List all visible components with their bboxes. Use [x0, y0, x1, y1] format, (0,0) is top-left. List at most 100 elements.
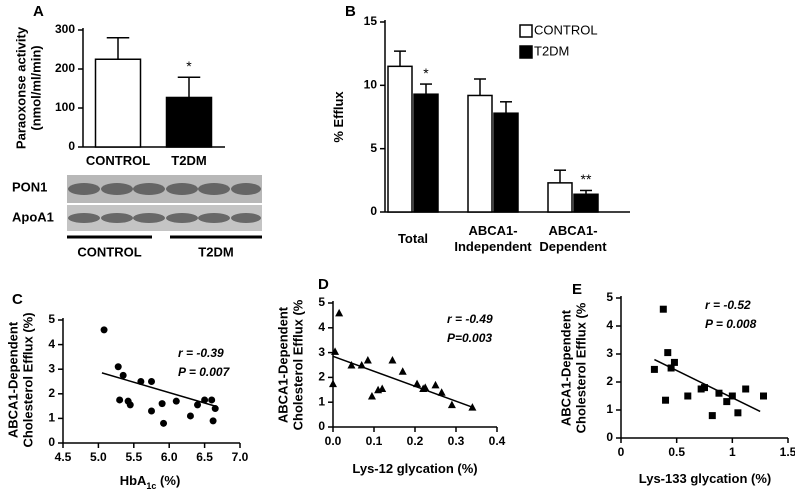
point [664, 349, 672, 357]
point [357, 361, 366, 369]
blot-group-label: T2DM [198, 244, 233, 259]
y-axis-title: ABCA1-DependentCholesterol Efflux (% [559, 302, 589, 433]
x-tick-label: T2DM [171, 153, 206, 168]
y-axis-title: Paraoxonse activity(nmol/ml/min) [14, 26, 44, 149]
x-tick-label: 0.5 [668, 445, 685, 459]
point [116, 396, 124, 404]
point [760, 392, 768, 400]
error-bar [420, 83, 432, 95]
y-tick-label: 3 [318, 345, 325, 359]
blot-band [133, 183, 165, 195]
blot-group-label: CONTROL [77, 244, 141, 259]
point [715, 389, 723, 397]
x-axis-title-part: (%) [156, 473, 180, 488]
stat-label: r = -0.49 [447, 312, 493, 326]
point [742, 385, 750, 393]
y-axis-title: ABCA1-DependentCholesterol Efflux (% [276, 299, 306, 430]
y-tick-label: 5 [370, 141, 377, 155]
point [421, 383, 430, 391]
x-tick-label: 1 [729, 445, 736, 459]
x-tick-label: 0.0 [325, 434, 342, 448]
x-tick-label: 0.4 [489, 434, 506, 448]
y-tick-label: 3 [606, 346, 613, 360]
legend-label: CONTROL [534, 22, 598, 37]
point [413, 379, 422, 388]
point [734, 409, 742, 417]
x-axis-title: HbA1c (%) [120, 473, 181, 491]
x-tick-label: 6.5 [196, 450, 213, 464]
y-tick-label: 0 [68, 139, 75, 153]
blot-band [68, 183, 100, 195]
point [431, 380, 440, 389]
blot-band [133, 213, 165, 223]
x-tick-label: Total [398, 231, 428, 246]
blot-band [101, 213, 133, 223]
error-bar [474, 78, 486, 96]
fit-line [101, 372, 216, 407]
y-tick-label: 300 [55, 22, 75, 36]
x-tick-label: 5.0 [90, 450, 107, 464]
point [468, 403, 477, 411]
x-tick-label: 0.1 [366, 434, 383, 448]
point [158, 400, 166, 408]
x-tick-label: ABCA1-Independent [454, 223, 532, 254]
error-bar [580, 189, 592, 195]
x-tick-label: 0 [618, 445, 625, 459]
point [447, 400, 456, 409]
bar [493, 112, 519, 213]
point [708, 412, 716, 420]
y-tick-label: 2 [318, 370, 325, 384]
y-tick-label: 5 [318, 295, 325, 309]
stat-label: P = 0.008 [705, 317, 757, 331]
point [172, 397, 180, 405]
y-tick-label: 0 [48, 435, 55, 449]
y-tick-label: 5 [48, 312, 55, 326]
y-tick-label: 0 [318, 419, 325, 433]
stat-label: P=0.003 [447, 331, 492, 345]
point [684, 392, 692, 400]
x-axis-title-part: HbA [120, 473, 147, 488]
x-tick-label: ABCA1-Dependent [539, 223, 607, 254]
blot-band [231, 183, 261, 195]
bar [573, 193, 599, 213]
panel-letter: C [12, 291, 23, 308]
blot-band [231, 213, 261, 223]
blot-band [68, 213, 100, 223]
point [100, 326, 108, 334]
annotation: ** [581, 171, 592, 187]
x-tick-label: 4.5 [55, 450, 72, 464]
point [659, 305, 667, 313]
bar [547, 182, 573, 213]
y-tick-label: 10 [364, 78, 378, 92]
point [701, 384, 708, 392]
y-tick-label: 1 [48, 411, 55, 425]
point [347, 361, 356, 369]
bar [94, 58, 142, 148]
x-axis-title: Lys-133 glycation (%) [639, 471, 771, 486]
western-blot [67, 175, 262, 231]
error-bar [554, 169, 566, 183]
point [209, 417, 217, 425]
bar [165, 96, 213, 148]
point [194, 401, 202, 409]
error-bar [500, 101, 512, 114]
y-tick-label: 0 [606, 430, 613, 444]
y-tick-label: 1 [318, 394, 325, 408]
point [160, 419, 168, 427]
legend-swatch [519, 45, 533, 59]
x-tick-label: CONTROL [86, 153, 150, 168]
error-bar [106, 37, 130, 60]
legend-swatch [519, 24, 533, 38]
y-tick-label: 1 [606, 402, 613, 416]
stat-label: r = -0.39 [178, 346, 224, 360]
error-bar [177, 76, 201, 98]
panel-letter: D [318, 276, 329, 293]
point [148, 407, 155, 415]
stat-label: r = -0.52 [705, 298, 751, 312]
x-axis-title-part: Lys-12 glycation (%) [352, 461, 477, 476]
point [119, 371, 127, 379]
x-tick-label: 6.0 [161, 450, 178, 464]
point [148, 378, 155, 385]
legend-label: T2DM [534, 43, 569, 58]
fit-line [332, 355, 473, 408]
